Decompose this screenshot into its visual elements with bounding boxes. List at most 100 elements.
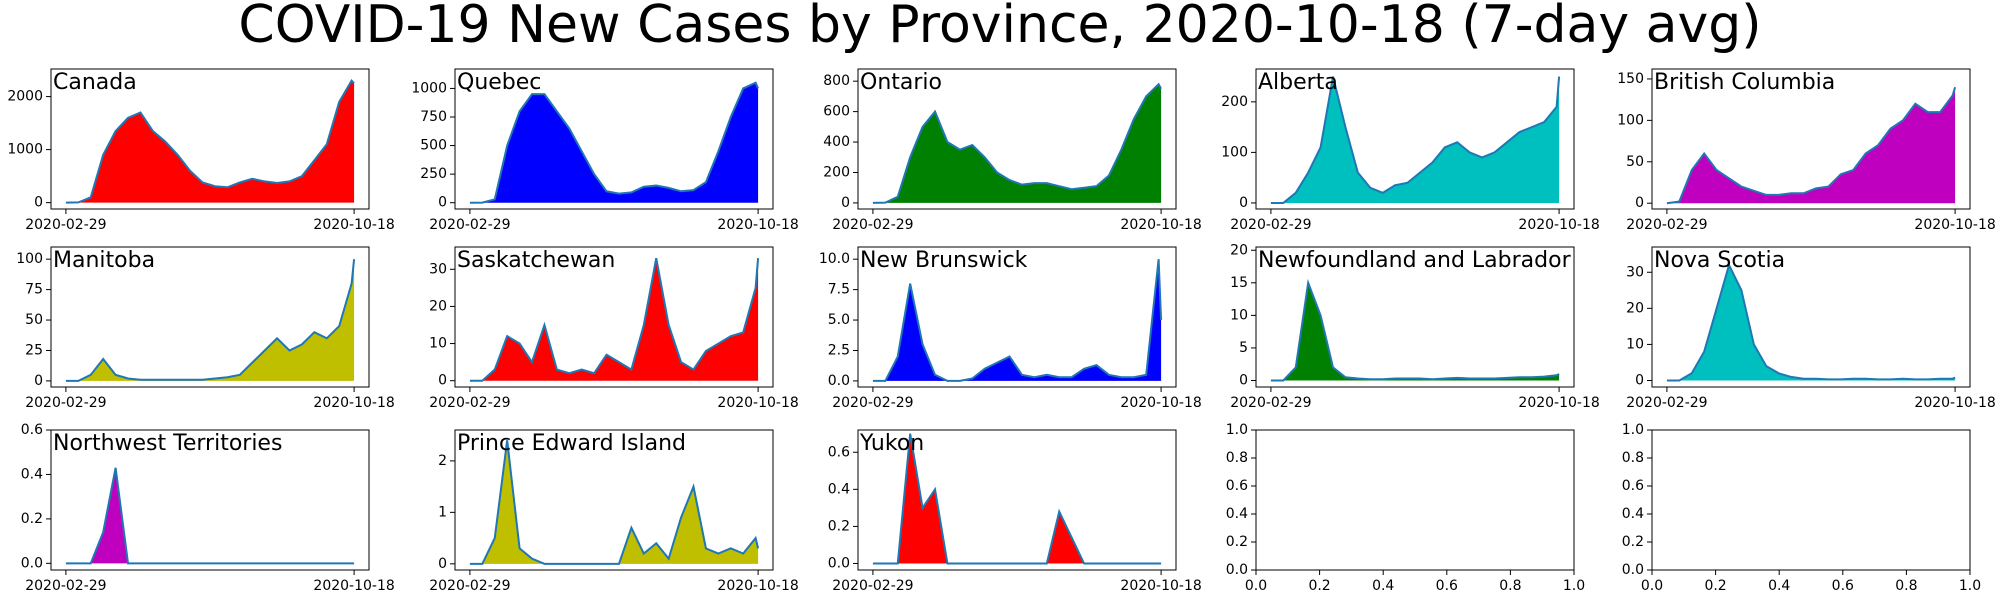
area — [65, 259, 355, 381]
axes-frame — [1255, 246, 1575, 388]
y-tick-label: 0.2 — [1226, 534, 1248, 550]
area — [1666, 265, 1956, 381]
y-tick-label: 0.4 — [1622, 506, 1644, 522]
y-tick-label: 2000 — [7, 89, 43, 105]
x-tick-label: 2020-10-18 — [1120, 395, 1201, 411]
y-tick-label: 1000 — [7, 142, 43, 158]
line — [872, 82, 1162, 204]
axes-frame — [50, 429, 370, 571]
x-tick-label: 0.4 — [1768, 578, 1790, 594]
y-tick-label: 0 — [1635, 195, 1644, 211]
panel-title: Ontario — [860, 70, 942, 95]
y-tick-label: 0.0 — [1622, 562, 1644, 578]
line — [65, 259, 356, 382]
y-tick-label: 2 — [438, 453, 447, 469]
y-tick-label: 200 — [823, 164, 850, 180]
area — [1666, 87, 1956, 204]
y-tick-label: 0.2 — [21, 511, 43, 527]
y-tick-label: 25 — [25, 342, 43, 358]
panel-title: Alberta — [1258, 70, 1338, 95]
y-tick-label: 0 — [438, 373, 447, 389]
x-tick-label: 2020-10-18 — [1120, 217, 1201, 233]
x-tick-label: 0.0 — [1641, 578, 1663, 594]
x-tick-label: 2020-02-29 — [832, 578, 913, 594]
x-tick-label: 2020-02-29 — [429, 217, 510, 233]
x-tick-label: 2020-02-29 — [1230, 217, 1311, 233]
x-tick-label: 0.0 — [1245, 578, 1267, 594]
y-tick-label: 0 — [34, 195, 43, 211]
y-tick-label: 15 — [1230, 275, 1248, 291]
panel-title: British Columbia — [1654, 70, 1835, 95]
panel-title: Northwest Territories — [53, 431, 282, 456]
x-tick-label: 2020-02-29 — [25, 395, 106, 411]
y-tick-label: 30 — [1626, 264, 1644, 280]
axes-frame — [1255, 429, 1575, 571]
y-tick-label: 0.0 — [21, 555, 43, 571]
line — [469, 81, 760, 204]
y-tick-label: 1.0 — [1622, 422, 1644, 438]
axes-frame — [857, 246, 1177, 388]
y-tick-label: 0 — [1239, 372, 1248, 388]
line — [1666, 262, 1956, 382]
y-tick-label: 7.5 — [828, 282, 850, 298]
x-tick-label: 2020-02-29 — [1230, 395, 1311, 411]
area — [469, 258, 759, 381]
y-tick-label: 0.0 — [828, 373, 850, 389]
area — [65, 80, 355, 203]
y-tick-label: 0.4 — [21, 466, 43, 482]
axes-frame — [50, 68, 370, 210]
y-tick-label: 0.8 — [1226, 450, 1248, 466]
axes-frame — [1651, 68, 1971, 210]
x-tick-label: 2020-10-18 — [1120, 578, 1201, 594]
x-tick-label: 2020-02-29 — [1626, 395, 1707, 411]
y-tick-label: 5.0 — [828, 312, 850, 328]
y-tick-label: 250 — [420, 166, 447, 182]
x-tick-label: 2020-10-18 — [717, 578, 798, 594]
y-tick-label: 5 — [1239, 340, 1248, 356]
x-tick-label: 2020-02-29 — [25, 217, 106, 233]
axes-frame — [454, 246, 774, 388]
area — [872, 84, 1162, 203]
panel-title: Quebec — [457, 70, 541, 95]
y-tick-label: 0 — [1239, 195, 1248, 211]
line — [1666, 86, 1957, 205]
y-tick-label: 20 — [1230, 242, 1248, 258]
y-tick-label: 2.5 — [828, 342, 850, 358]
y-tick-label: 0 — [34, 373, 43, 389]
area — [1270, 282, 1560, 381]
line — [469, 440, 760, 565]
x-tick-label: 2020-10-18 — [1914, 217, 1995, 233]
panel-title: New Brunswick — [860, 248, 1028, 273]
y-tick-label: 0.2 — [1622, 534, 1644, 550]
x-tick-label: 2020-10-18 — [313, 217, 394, 233]
area — [469, 440, 759, 564]
y-tick-label: 30 — [429, 261, 447, 277]
y-tick-label: 0 — [438, 556, 447, 572]
x-tick-label: 2020-02-29 — [1626, 217, 1707, 233]
x-tick-label: 0.6 — [1832, 578, 1854, 594]
y-tick-label: 20 — [429, 298, 447, 314]
y-tick-label: 10 — [429, 336, 447, 352]
x-tick-label: 2020-10-18 — [1914, 395, 1995, 411]
x-tick-label: 0.6 — [1436, 578, 1458, 594]
axes-frame — [454, 429, 774, 571]
y-tick-label: 50 — [1626, 154, 1644, 170]
y-tick-label: 10 — [1230, 307, 1248, 323]
y-tick-label: 0.6 — [828, 444, 850, 460]
y-tick-label: 750 — [420, 109, 447, 125]
line — [1270, 278, 1560, 382]
panel-title: Manitoba — [53, 248, 155, 273]
y-tick-label: 150 — [1617, 71, 1644, 87]
x-tick-label: 0.4 — [1372, 578, 1394, 594]
area — [1270, 76, 1560, 203]
y-tick-label: 100 — [1221, 144, 1248, 160]
panel-title: Newfoundland and Labrador — [1258, 248, 1572, 273]
panel-title: Canada — [53, 70, 137, 95]
axes-frame — [454, 68, 774, 210]
line — [1270, 76, 1561, 204]
y-tick-label: 800 — [823, 73, 850, 89]
panel-title: Prince Edward Island — [457, 431, 686, 456]
x-tick-label: 2020-02-29 — [832, 395, 913, 411]
x-tick-label: 2020-10-18 — [717, 395, 798, 411]
